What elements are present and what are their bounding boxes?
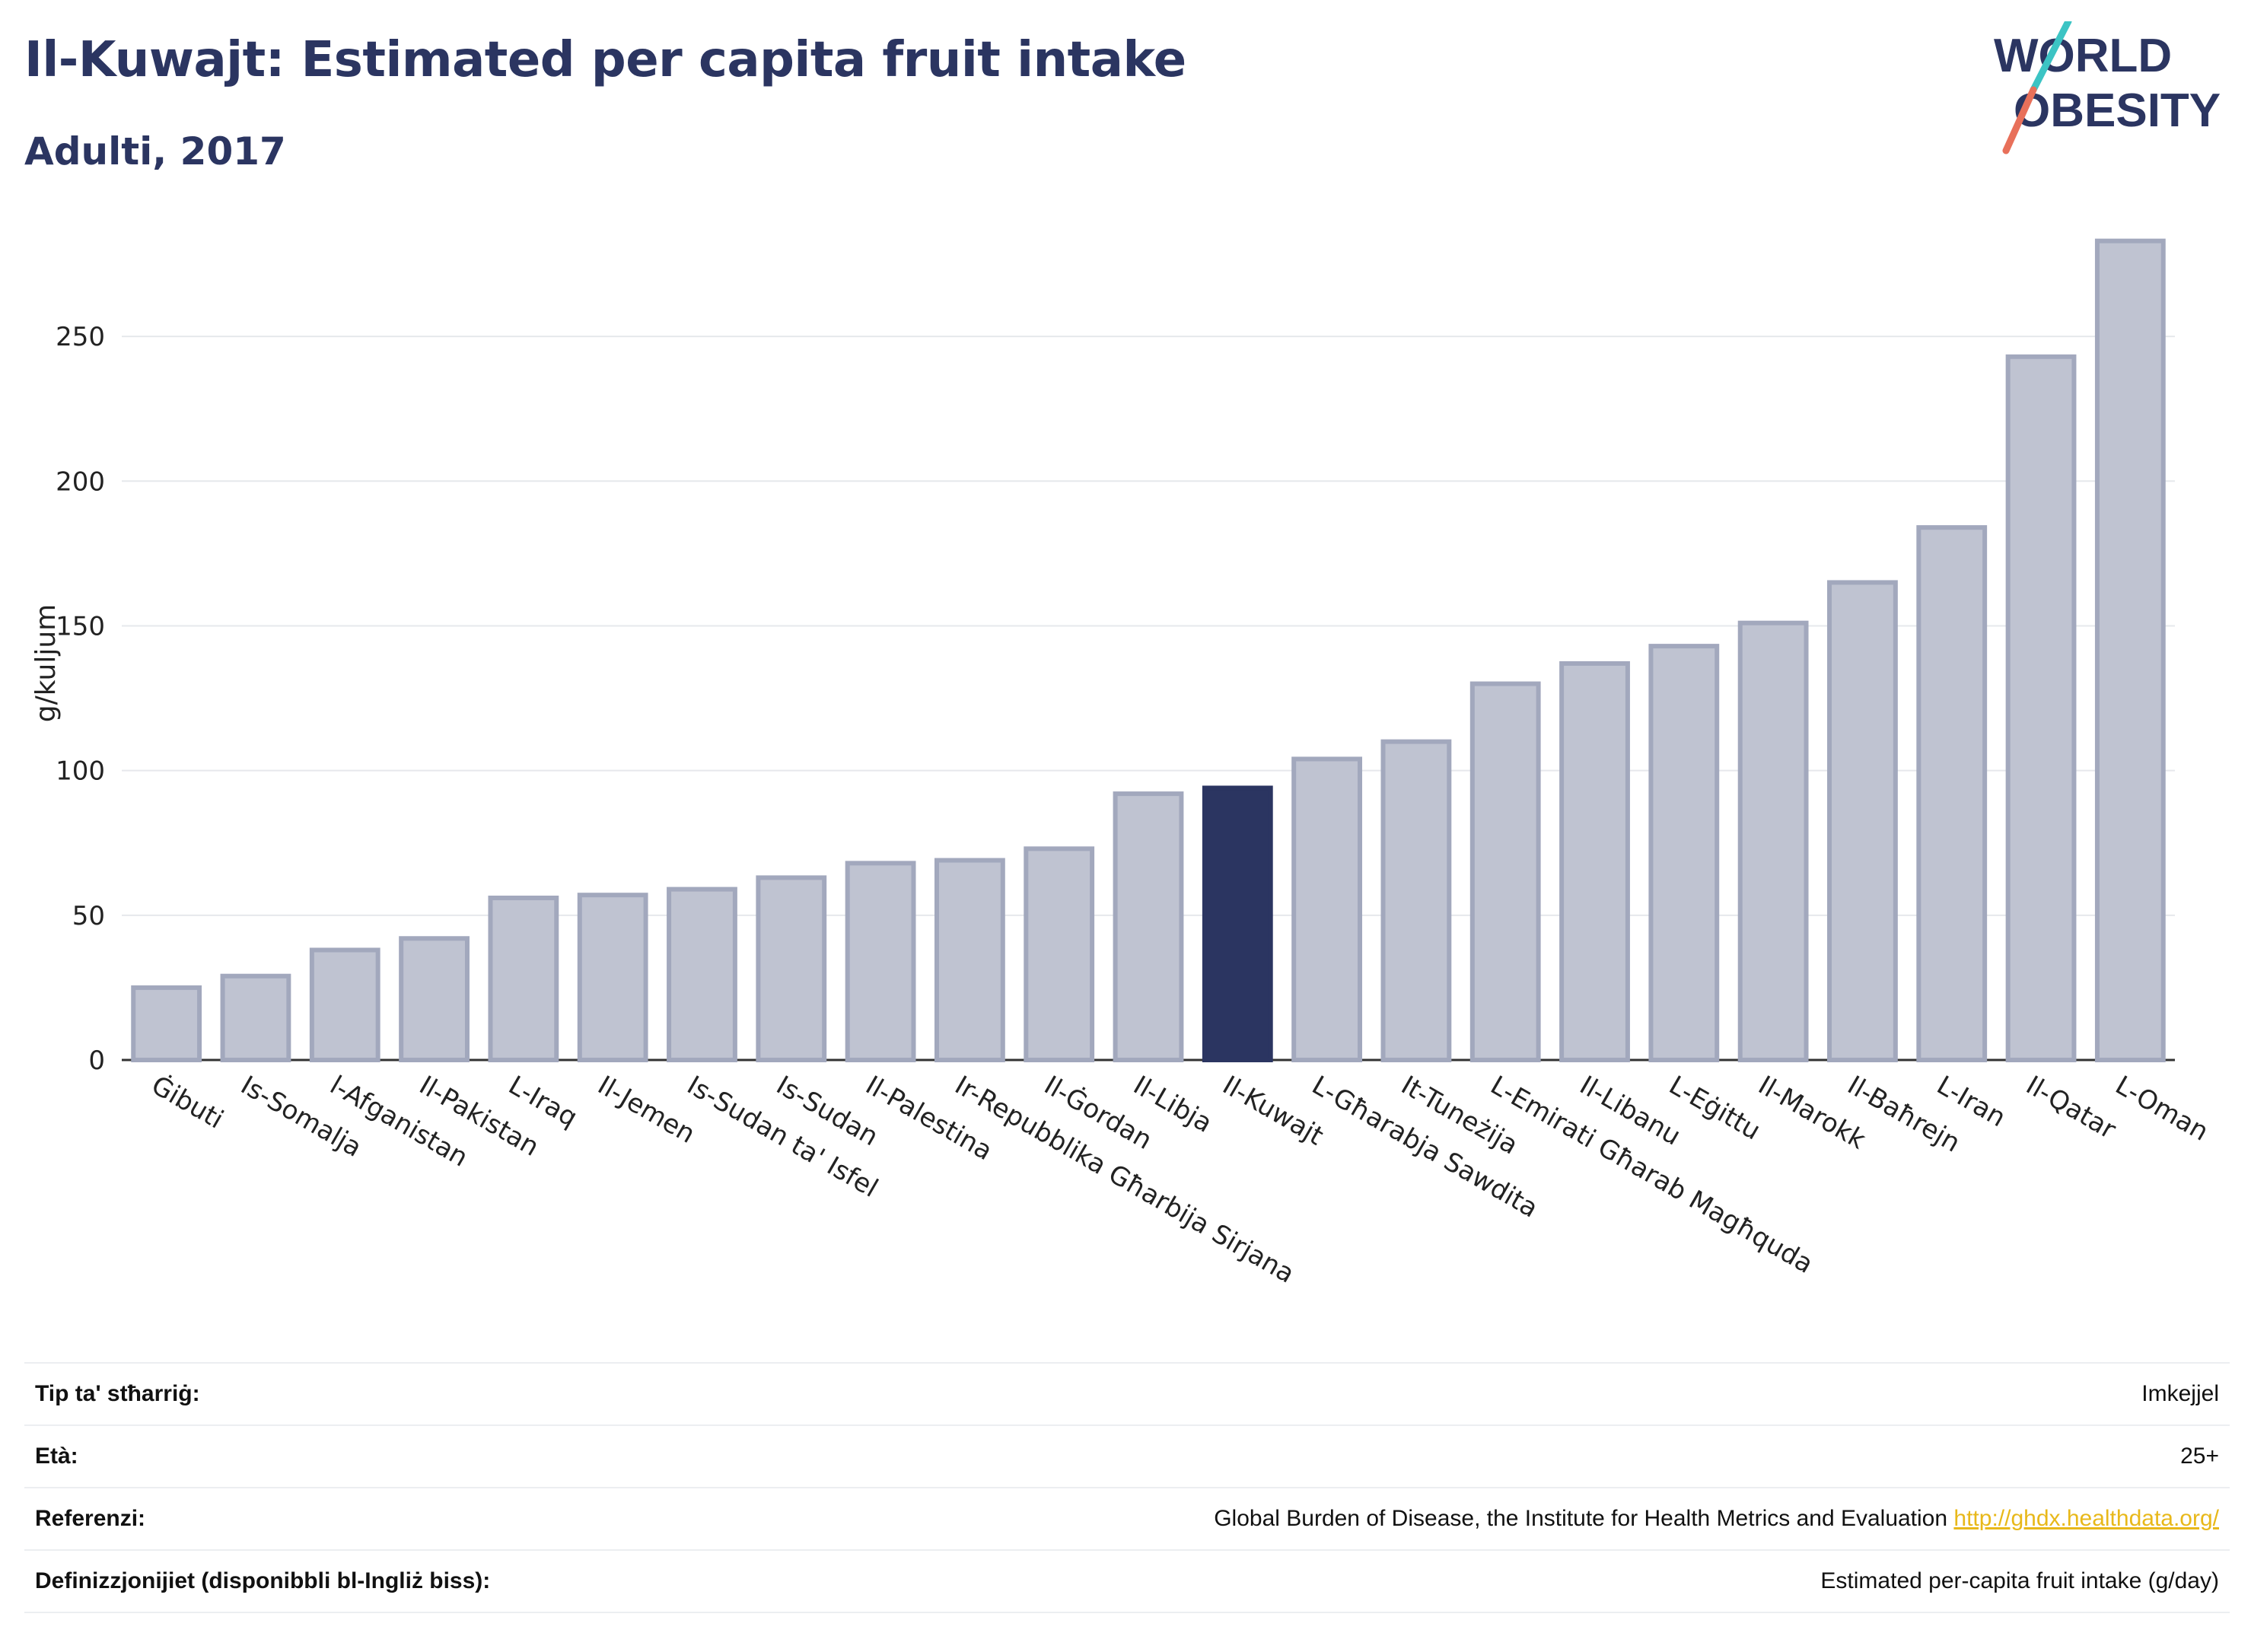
- y-tick-label: 250: [56, 322, 105, 352]
- logo-word-world: WORLD: [1994, 30, 2172, 82]
- bar: [577, 893, 648, 1063]
- bar: [399, 936, 470, 1062]
- bar: [1648, 644, 1720, 1062]
- meta-label: Età:: [35, 1444, 78, 1469]
- meta-row-age: Età: 25+: [24, 1425, 2230, 1488]
- logo-word-obesity: OBESITY: [2014, 84, 2221, 137]
- bar: [309, 947, 380, 1063]
- meta-row-references: Referenzi: Global Burden of Disease, the…: [24, 1488, 2230, 1550]
- meta-label: Tip ta' stħarriġ:: [35, 1381, 200, 1406]
- bar: [2005, 354, 2077, 1062]
- meta-value: Imkejjel: [2141, 1381, 2219, 1406]
- bar: [1113, 791, 1184, 1062]
- world-obesity-logo: WORLD OBESITY: [1994, 21, 2221, 154]
- bar: [1737, 620, 1809, 1062]
- y-tick-label: 100: [56, 756, 105, 787]
- bar: [220, 973, 291, 1062]
- meta-row-definitions: Definizzjonijiet (disponibbli bl-Ingliż …: [24, 1550, 2230, 1612]
- logo-slash-coral: [2002, 86, 2037, 154]
- bar: [488, 896, 559, 1062]
- x-tick-label: Il-Kuwajt: [1218, 1070, 1329, 1151]
- bar: [1380, 739, 1452, 1062]
- x-tick-label: Il-Qatar: [2021, 1070, 2122, 1145]
- bar: [1559, 660, 1630, 1062]
- bar: [1291, 756, 1363, 1063]
- reference-text: Global Burden of Disease, the Institute …: [1214, 1506, 1948, 1531]
- y-tick-label: 50: [72, 901, 105, 931]
- x-tick-label: L-Oman: [2110, 1070, 2214, 1147]
- bar: [756, 875, 827, 1063]
- bar: [934, 858, 1005, 1062]
- logo-slash-teal: [2030, 21, 2072, 94]
- y-tick-label: 0: [88, 1046, 105, 1076]
- y-tick-label: 150: [56, 611, 105, 641]
- meta-row-survey-type: Tip ta' stħarriġ: Imkejjel: [24, 1363, 2230, 1425]
- meta-value: Global Burden of Disease, the Institute …: [724, 1488, 2230, 1550]
- bar: [1024, 846, 1095, 1062]
- metadata-table: Tip ta' stħarriġ: Imkejjel Età: 25+ Refe…: [24, 1362, 2230, 1613]
- bar: [667, 886, 737, 1062]
- bars: [131, 238, 2166, 1063]
- bar-chart: 0 50 100 150 200 250 Ġibuti Is-Somaljal-Afgani…: [30, 238, 2214, 1290]
- meta-label: Referenzi:: [35, 1506, 146, 1531]
- x-tick-labels: Ġibuti Is-Somaljal-AfganistanIl-PakistanL…: [146, 1069, 2214, 1289]
- bar-highlighted: [1202, 785, 1273, 1062]
- y-tick-label: 200: [56, 466, 105, 497]
- y-axis-label: g/kuljum: [30, 604, 62, 722]
- bar: [1827, 580, 1898, 1062]
- bar: [1469, 681, 1541, 1062]
- y-tick-labels: 0 50 100 150 200 250: [56, 322, 105, 1076]
- bar: [2094, 238, 2166, 1062]
- bar: [1916, 525, 1988, 1062]
- x-tick-label: Il-Jemen: [593, 1070, 700, 1150]
- x-tick-label: Ġibuti: [146, 1069, 229, 1135]
- meta-value: 25+: [2180, 1444, 2219, 1469]
- meta-value: Estimated per-capita fruit intake (g/day…: [1820, 1568, 2219, 1593]
- reference-link[interactable]: http://ghdx.healthdata.org/: [1953, 1506, 2219, 1531]
- meta-label: Definizzjonijiet (disponibbli bl-Ingliż …: [35, 1568, 491, 1593]
- chart-subtitle: Adulti, 2017: [24, 129, 286, 173]
- chart-title: Il-Kuwajt: Estimated per capita fruit in…: [24, 32, 1186, 88]
- bar: [131, 985, 202, 1063]
- bar: [845, 861, 916, 1062]
